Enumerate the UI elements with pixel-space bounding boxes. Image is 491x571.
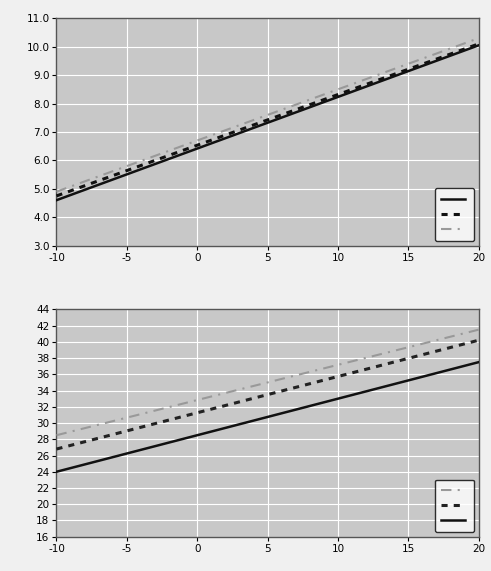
Legend: , , : , , (435, 480, 474, 532)
Legend: , , : , , (435, 188, 474, 241)
